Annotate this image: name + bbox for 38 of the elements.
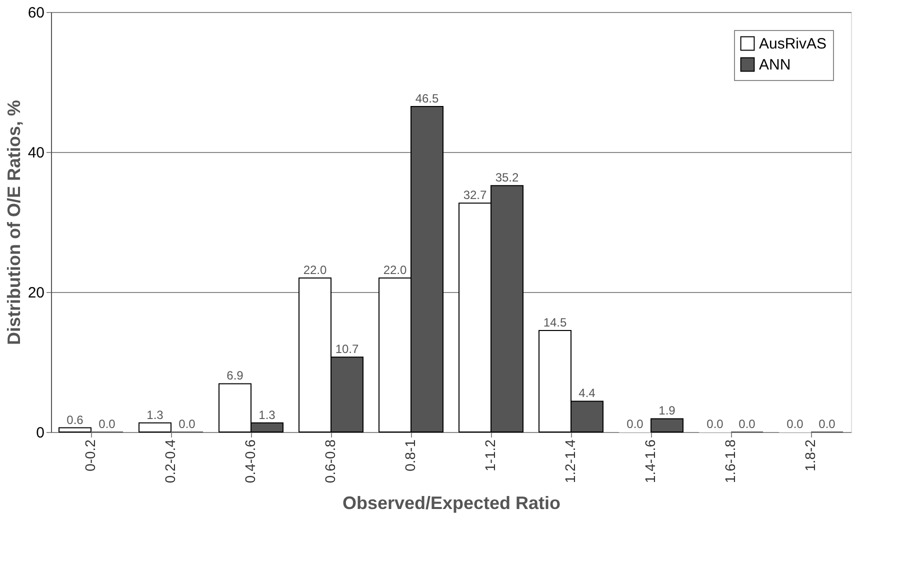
data-label: 22.0 [303, 263, 327, 277]
data-label: 0.0 [98, 417, 116, 431]
data-label: 4.4 [578, 386, 596, 400]
y-tick-label: 40 [28, 144, 44, 162]
data-label: 22.0 [383, 263, 407, 277]
data-label: 0.0 [626, 417, 644, 431]
data-label: 0.0 [738, 417, 756, 431]
x-tick-label: 0.6-0.8 [322, 439, 338, 484]
x-tick-label: 0-0.2 [82, 439, 98, 472]
x-tick-label: 1.8-2 [802, 439, 818, 472]
x-tick-label: 0.2-0.4 [162, 439, 178, 484]
data-label: 0.0 [786, 417, 804, 431]
legend-label: AusRivAS [759, 36, 827, 52]
data-label: 6.9 [226, 368, 244, 383]
data-label: 1.9 [658, 404, 676, 418]
x-tick-label: 0.4-0.6 [242, 439, 258, 484]
y-tick-label: 60 [28, 4, 44, 22]
data-label: 46.5 [415, 92, 439, 106]
data-label: 35.2 [495, 170, 519, 185]
x-tick-label: 0.8-1 [402, 439, 418, 472]
x-tick-label: 1.6-1.8 [722, 439, 738, 484]
y-tick-label: 0 [36, 424, 44, 442]
x-tick-label: 1.4-1.6 [642, 439, 658, 484]
x-tick-label: 1-1.2 [482, 439, 498, 472]
x-axis-title: Observed/Expected Ratio [342, 493, 561, 514]
data-label: 10.7 [335, 342, 359, 356]
data-label: 0.0 [818, 417, 836, 431]
data-label: 0.0 [706, 417, 724, 431]
legend-label: ANN [759, 56, 791, 74]
data-label: 1.3 [258, 408, 276, 422]
data-label: 1.3 [146, 408, 164, 422]
data-label: 0.6 [66, 412, 84, 427]
y-axis-title: Distribution of O/E Ratios, % [4, 100, 24, 346]
data-label: 32.7 [463, 188, 487, 202]
data-label: 0.0 [178, 417, 196, 431]
data-label: 14.5 [543, 316, 567, 330]
x-tick-label: 1.2-1.4 [562, 439, 578, 484]
y-tick-label: 20 [28, 284, 44, 302]
